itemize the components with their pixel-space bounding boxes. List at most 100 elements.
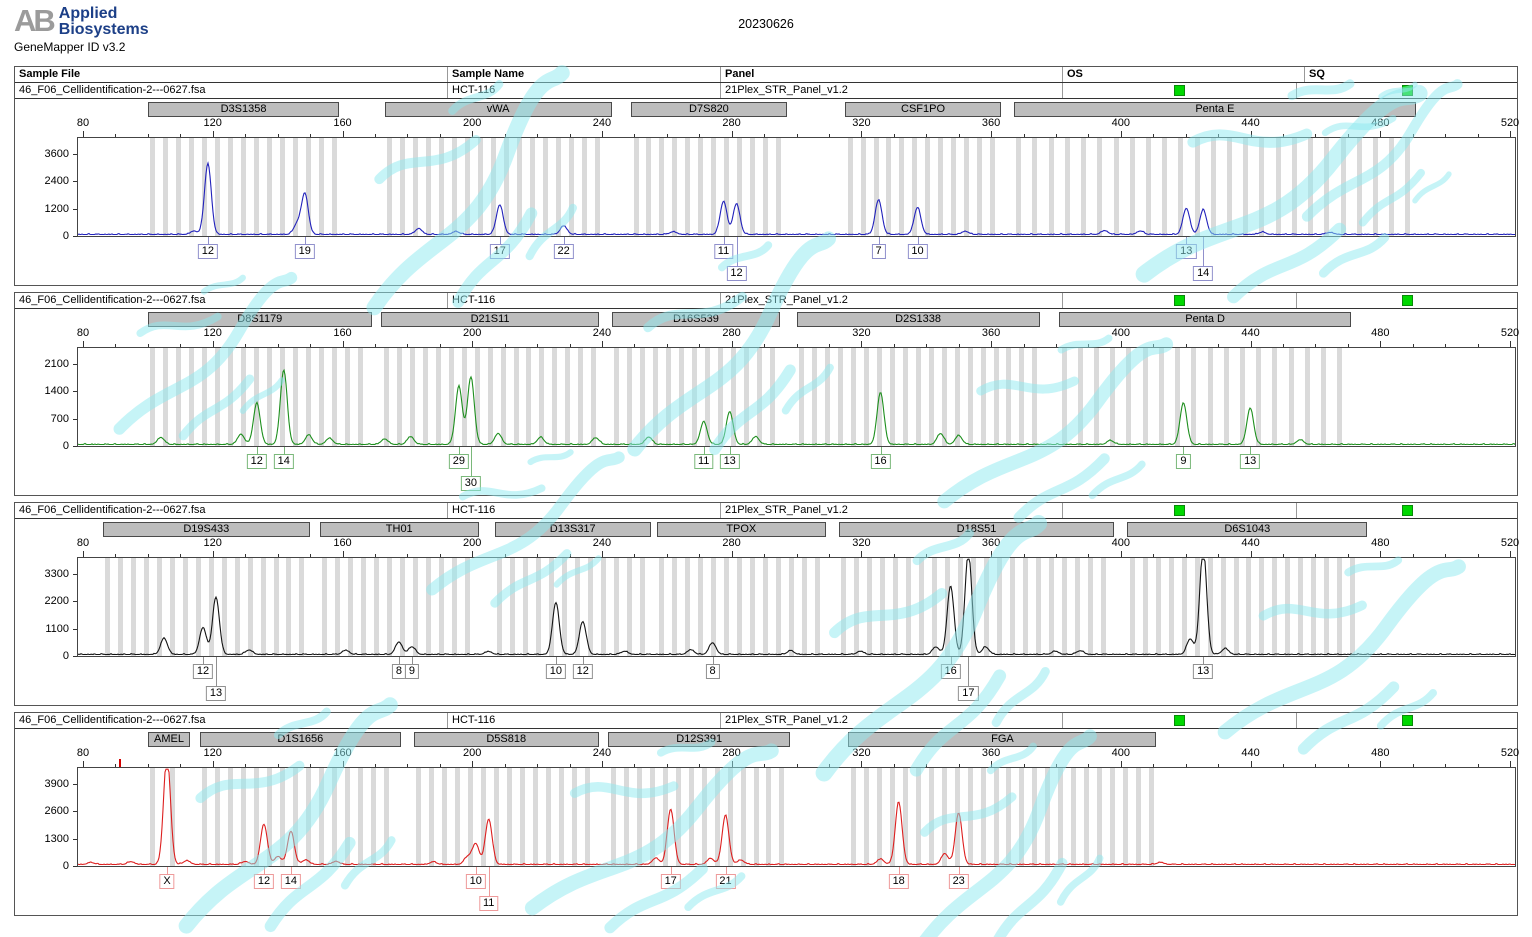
y-axis-label: 1200: [44, 202, 69, 215]
allele-connector-line: [958, 867, 960, 874]
x-axis-tick: [83, 131, 84, 137]
allele-label-13: 13: [205, 686, 227, 701]
allele-connector-line: [207, 237, 209, 244]
allele-bin-bar: [1087, 558, 1093, 656]
x-axis-tick: [991, 131, 993, 137]
x-axis-tick: [1120, 551, 1122, 557]
x-axis-label: 120: [203, 747, 222, 759]
allele-bin-bar: [1194, 558, 1200, 656]
y-axis-tick: [73, 236, 77, 237]
electropherogram-chart-2: D8S1179 D21S11 D16S539 D2S1338 Penta D 80 120 1…: [15, 309, 1519, 495]
allele-connector-line: [203, 657, 204, 664]
x-axis-tick: [764, 554, 766, 557]
allele-bin-bar: [1129, 138, 1135, 236]
x-axis-tick: [310, 344, 311, 347]
x-axis-tick: [1510, 551, 1511, 557]
x-axis-label: 160: [333, 327, 352, 339]
allele-bin-bar: [779, 768, 785, 866]
allele-bin-bar: [1181, 558, 1187, 656]
x-axis-tick: [83, 551, 84, 557]
x-axis-tick: [1477, 134, 1479, 137]
allele-bin-bar: [578, 348, 584, 446]
x-axis-label: 440: [1241, 537, 1260, 549]
x-axis-tick: [828, 134, 830, 137]
panel-name-value: 21Plex_STR_Panel_v1.2: [720, 713, 1062, 728]
brand-line1: Applied: [58, 5, 118, 22]
allele-bin-bar: [724, 138, 730, 236]
allele-label-29: 29: [448, 454, 470, 469]
y-axis-tick: [73, 866, 77, 867]
allele-label-21: 21: [715, 874, 736, 889]
allele-bin-bar: [1239, 348, 1245, 446]
y-axis-label: 2100: [44, 357, 69, 370]
allele-label-12: 12: [726, 266, 747, 281]
allele-bin-bar: [1016, 138, 1022, 236]
y-axis-tick: [73, 391, 77, 393]
os-status-square: [1174, 505, 1185, 516]
sq-status-square: [1401, 505, 1413, 516]
x-axis-tick: [1477, 764, 1479, 767]
allele-bin-bar: [912, 138, 918, 236]
x-axis-tick: [1153, 554, 1155, 557]
x-axis-tick: [374, 344, 376, 347]
y-axis-tick: [73, 628, 77, 630]
y-axis-label: 1300: [44, 832, 69, 845]
sample-info-row: 46_F06_Cellidentification-2---0627.fsa HC…: [15, 503, 1517, 519]
marker-box-D21S11: D21S11: [381, 312, 599, 327]
allele-connector-line: [1203, 237, 1205, 266]
allele-label-17: 17: [489, 244, 510, 259]
allele-bin-bar: [847, 138, 853, 236]
sq-status-cell: [1296, 713, 1517, 728]
x-axis-tick: [245, 134, 247, 137]
allele-label-12: 12: [572, 664, 593, 679]
x-axis-label: 440: [1241, 117, 1260, 129]
x-axis-label: 160: [333, 747, 352, 759]
allele-bin-bar: [143, 558, 149, 656]
allele-bin-bar: [1207, 348, 1213, 446]
marker-box-D2S1338: D2S1338: [796, 312, 1040, 327]
x-axis-tick: [374, 554, 376, 557]
os-status-square: [1174, 85, 1185, 96]
x-axis-label: 440: [1241, 327, 1260, 339]
electropherogram-chart-4: AMEL D1S1656 D5S818 D12S391 FGA 80 120 160 200 24…: [15, 729, 1520, 915]
allele-connector-line: [1183, 447, 1185, 454]
allele-bin-bar: [925, 138, 931, 236]
allele-label-30: 30: [460, 476, 482, 491]
x-axis-tick: [212, 551, 214, 557]
x-axis-label: 520: [1500, 747, 1520, 759]
plot-area: [77, 347, 1516, 447]
x-axis-tick: [439, 344, 441, 347]
y-axis-tick: [73, 154, 77, 155]
allele-label-9: 9: [404, 664, 419, 679]
y-axis-label: 3300: [44, 567, 69, 580]
allele-label-16: 16: [870, 454, 891, 469]
allele-bin-bar: [685, 558, 691, 656]
allele-bin-bar: [889, 348, 895, 446]
x-axis-label: 400: [1111, 117, 1130, 129]
x-axis-tick: [796, 134, 798, 137]
x-axis-tick: [699, 134, 701, 137]
x-axis-label: 480: [1371, 747, 1390, 759]
x-axis-tick: [439, 764, 441, 767]
x-axis-tick: [1412, 344, 1414, 347]
y-axis-label: 1400: [44, 385, 69, 398]
allele-bin-bar: [335, 558, 341, 656]
allele-label-12: 12: [197, 244, 219, 259]
x-axis-tick: [893, 134, 895, 137]
panel-name-value: 21Plex_STR_Panel_v1.2: [720, 503, 1062, 518]
allele-bin-bar: [886, 138, 892, 236]
column-header-panel: Panel: [720, 67, 1062, 82]
marker-box-D5S818: D5S818: [413, 732, 599, 747]
allele-bin-bar: [776, 558, 782, 656]
allele-bin-bar: [280, 138, 285, 236]
allele-bin-bar: [899, 138, 905, 236]
x-axis-tick: [1380, 341, 1382, 347]
allele-label-11: 11: [478, 896, 499, 911]
y-axis-label: 1100: [45, 622, 69, 635]
allele-bin-bar: [305, 348, 311, 446]
x-axis-tick: [634, 134, 636, 137]
allele-bin-bar: [422, 348, 428, 446]
x-axis-tick: [764, 134, 766, 137]
allele-bin-bar: [520, 768, 525, 866]
x-axis-tick: [1088, 554, 1090, 557]
